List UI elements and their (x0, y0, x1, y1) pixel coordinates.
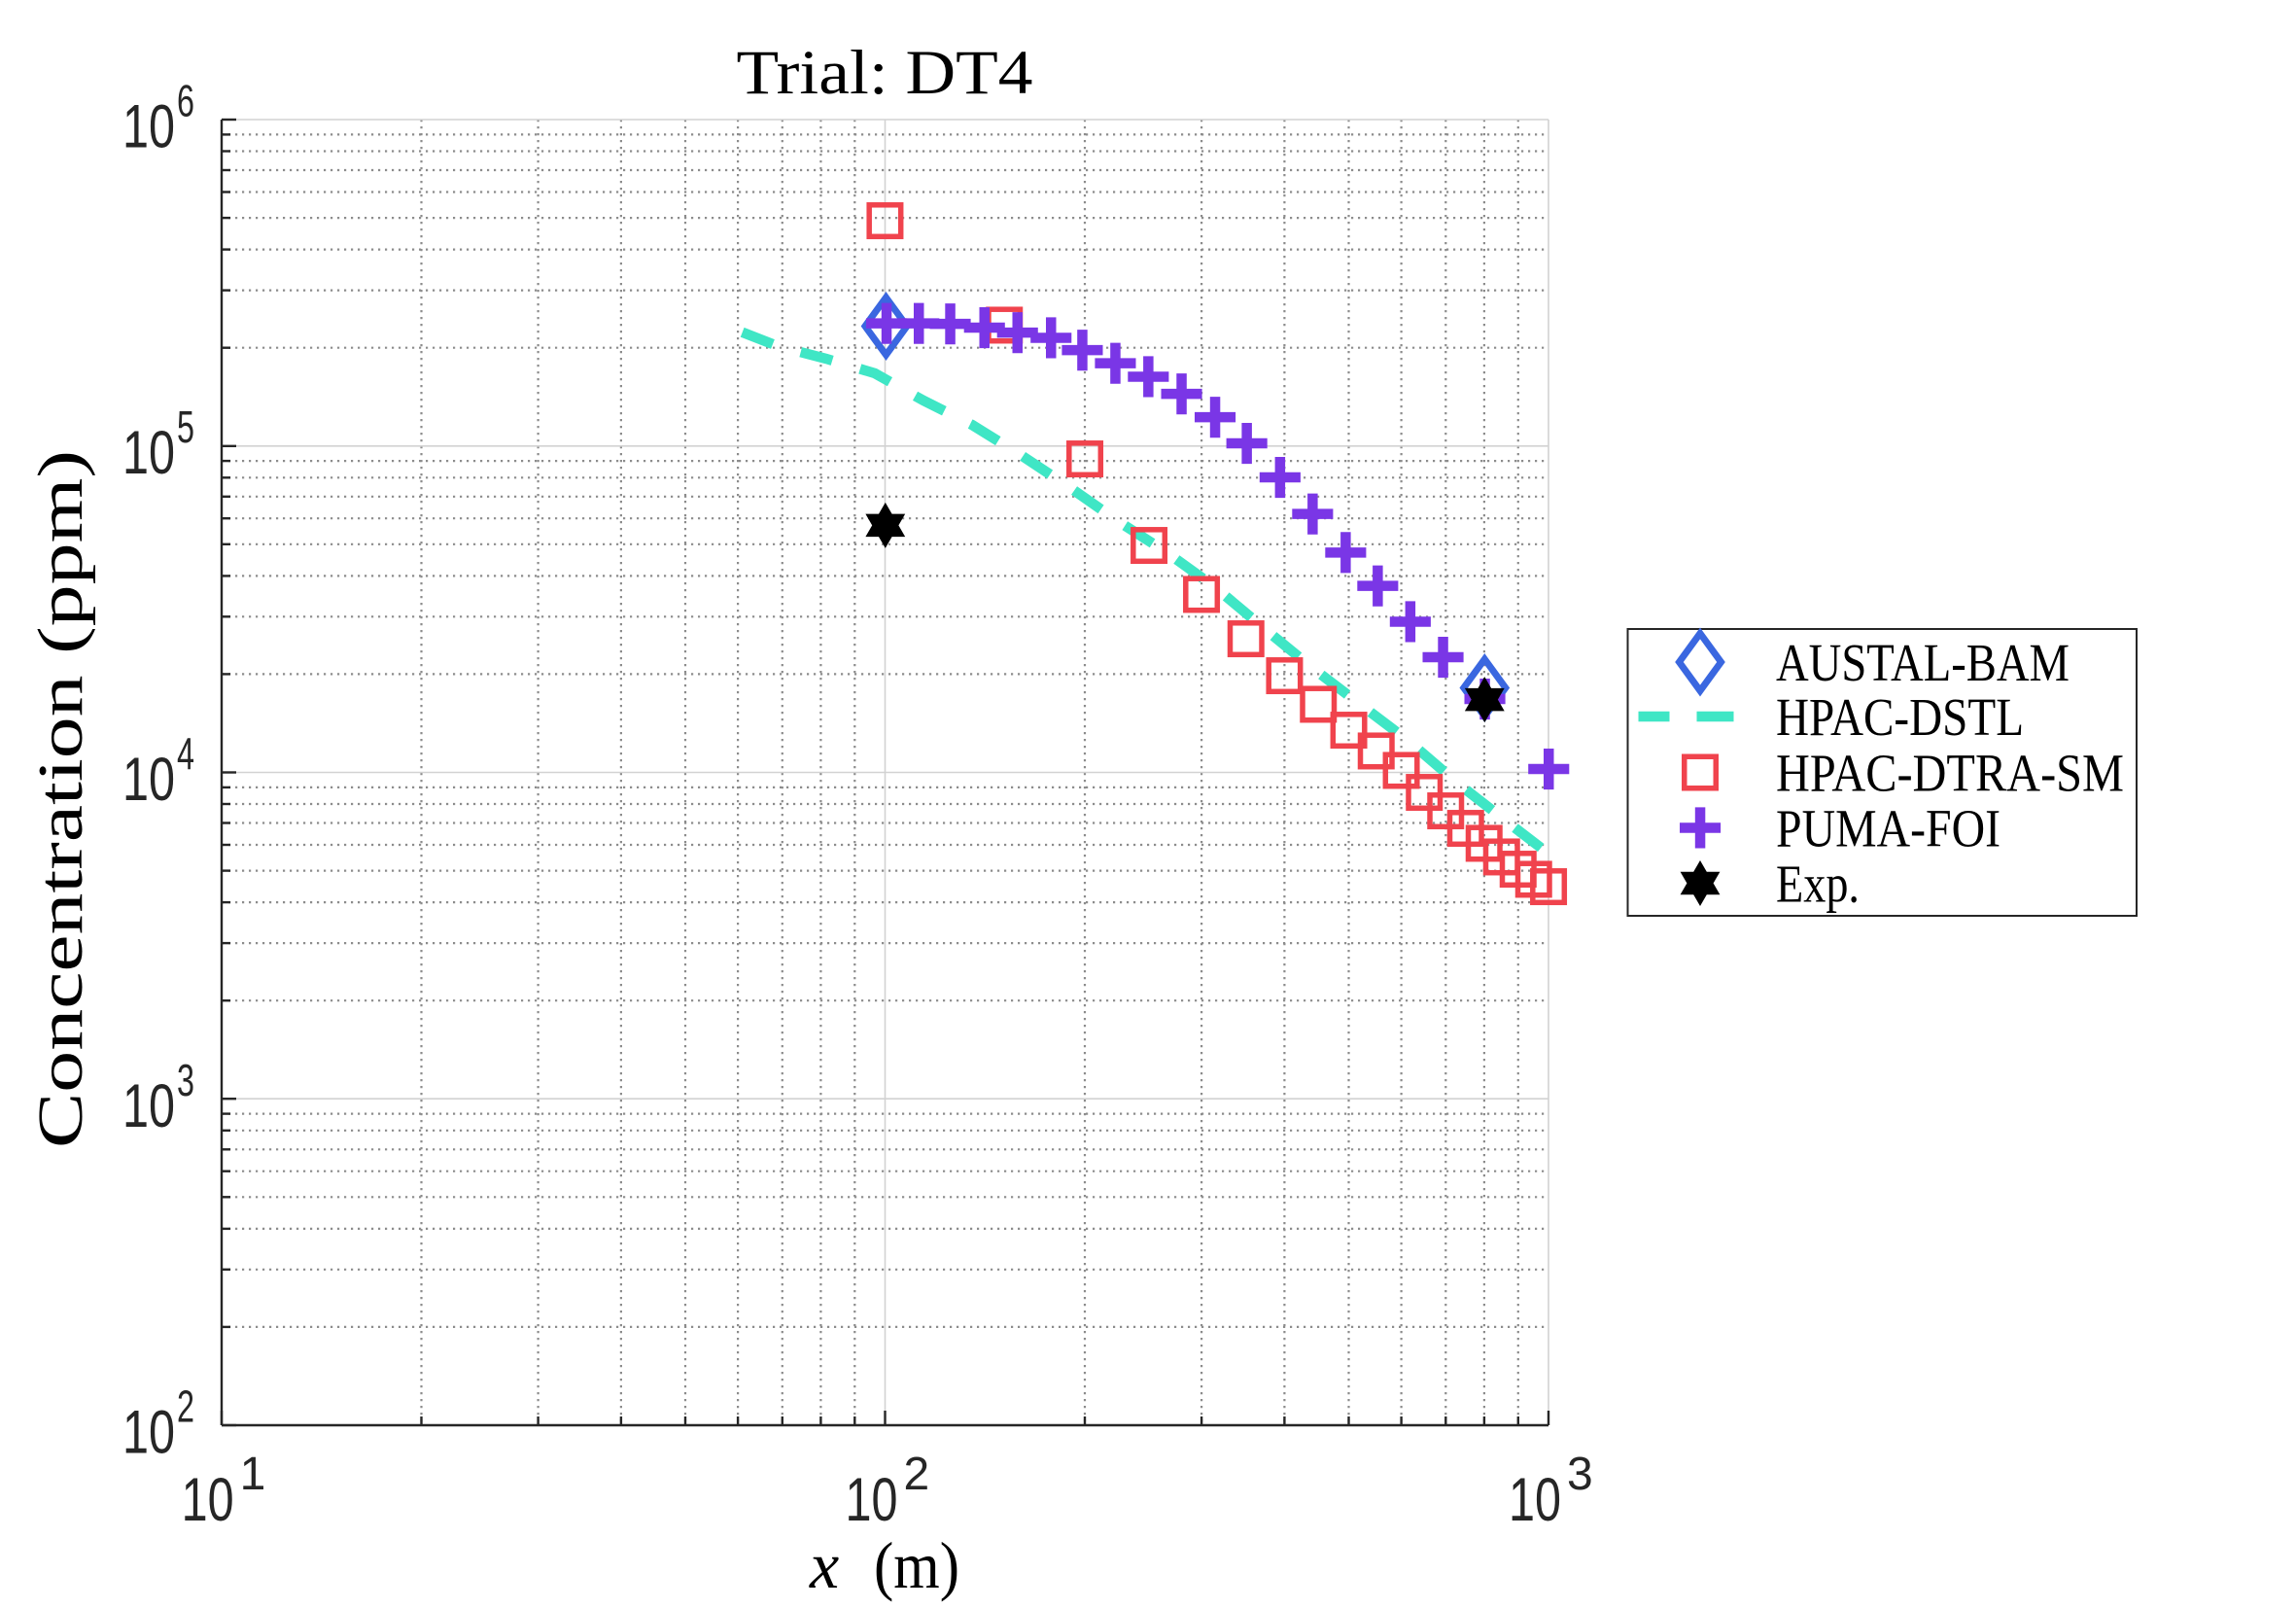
svg-text:10: 10 (182, 1466, 234, 1534)
svg-text:6: 6 (177, 76, 194, 126)
svg-text:10: 10 (122, 746, 175, 814)
svg-text:Trial: DT4: Trial: DT4 (737, 38, 1033, 108)
svg-text:1: 1 (240, 1449, 266, 1500)
svg-text:3: 3 (1567, 1449, 1593, 1500)
svg-text:Exp.: Exp. (1776, 855, 1860, 914)
svg-text:Concentration (ppm): Concentration (ppm) (25, 450, 96, 1148)
svg-text:5: 5 (177, 402, 194, 452)
svg-text:2: 2 (904, 1449, 930, 1500)
svg-text:HPAC-DTRA-SM: HPAC-DTRA-SM (1776, 744, 2124, 803)
svg-text:PUMA-FOI: PUMA-FOI (1776, 799, 2000, 858)
svg-text:10: 10 (122, 1072, 175, 1140)
svg-text:(m): (m) (874, 1528, 959, 1602)
svg-text:x: x (809, 1528, 839, 1602)
svg-text:AUSTAL-BAM: AUSTAL-BAM (1776, 633, 2070, 692)
svg-text:2: 2 (177, 1381, 194, 1432)
svg-text:10: 10 (846, 1466, 898, 1534)
svg-text:3: 3 (177, 1055, 194, 1105)
svg-text:4: 4 (177, 728, 194, 779)
svg-text:10: 10 (1509, 1466, 1561, 1534)
svg-text:10: 10 (122, 1399, 175, 1467)
svg-text:10: 10 (122, 93, 175, 161)
svg-text:10: 10 (122, 419, 175, 487)
svg-text:HPAC-DSTL: HPAC-DSTL (1776, 687, 2024, 747)
